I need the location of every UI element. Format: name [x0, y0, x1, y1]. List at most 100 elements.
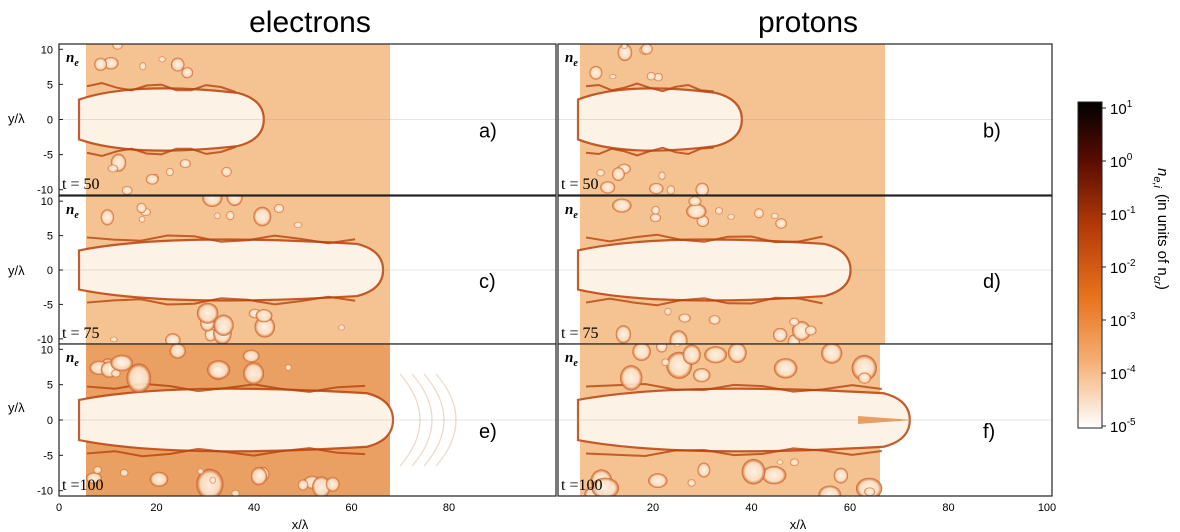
- density-bubble: [170, 57, 185, 72]
- ylabel-row-2: y/λ: [8, 263, 25, 278]
- density-bubble: [715, 207, 723, 215]
- colorbar-tick-label: 101: [1110, 99, 1133, 118]
- xtick-label: 60: [345, 502, 357, 514]
- xlabel-left: x/λ: [292, 517, 309, 532]
- density-bubble: [851, 354, 877, 382]
- ytick-label: 10: [41, 196, 53, 208]
- density-bubble: [338, 324, 345, 331]
- density-bubble: [596, 169, 605, 177]
- density-bubble: [226, 196, 243, 207]
- density-bubble: [858, 372, 871, 384]
- density-bubble: [792, 321, 811, 341]
- density-filament: [585, 82, 714, 93]
- time-label: t =100: [561, 477, 602, 494]
- colorbar-ticks: 101 100 10-1 10-2 10-3 10-4 10-5: [1102, 99, 1136, 436]
- density-bubble: [666, 185, 675, 195]
- colorbar-tick-label: 10-4: [1110, 364, 1136, 383]
- ytick-label: -5: [43, 150, 53, 162]
- column-title-electrons: electrons: [249, 6, 371, 39]
- time-label: t = 75: [62, 325, 99, 342]
- density-bubble: [649, 213, 662, 223]
- density-bubble: [226, 211, 235, 221]
- time-label: t = 75: [561, 325, 598, 342]
- xtick-label: 100: [1038, 502, 1056, 514]
- density-filament: [86, 81, 237, 94]
- density-bubble: [661, 358, 670, 367]
- density-bubble: [640, 44, 653, 55]
- panel-frame: [557, 343, 1053, 497]
- density-bubble: [864, 487, 876, 496]
- density-bubble: [110, 336, 118, 343]
- density-bubble: [818, 485, 842, 496]
- density-bubble: [231, 489, 240, 496]
- panel-frame: [557, 43, 1053, 196]
- density-bubble: [165, 333, 181, 344]
- density-label: ne: [565, 350, 578, 369]
- density-filament: [86, 145, 237, 158]
- density-bubble: [656, 344, 668, 353]
- ytick-label: 5: [47, 380, 53, 392]
- ytick-label: -10: [37, 185, 53, 197]
- density-bubble: [179, 159, 191, 169]
- ytick-label: 10: [41, 344, 53, 356]
- xtick-label: 60: [844, 502, 856, 514]
- density-bubble: [110, 354, 133, 372]
- density-bubble: [169, 344, 186, 359]
- density-bubble: [209, 476, 216, 484]
- density-bubble: [255, 309, 273, 323]
- density-bubble: [293, 221, 303, 228]
- density-label: ne: [66, 350, 79, 369]
- density-bubble: [100, 209, 115, 226]
- ylabel-row-3: y/λ: [8, 400, 25, 415]
- density-bubble: [136, 202, 147, 214]
- ytick-label: 0: [47, 415, 53, 427]
- xlabel-right: x/λ: [790, 517, 807, 532]
- density-bubble: [646, 72, 656, 81]
- density-bubble: [693, 368, 711, 383]
- ytick-label: -10: [37, 334, 53, 346]
- density-bubble: [145, 174, 159, 185]
- density-bubble: [325, 476, 340, 492]
- panel-d: ne t = 75 d): [557, 195, 1053, 345]
- density-bubble: [121, 186, 133, 195]
- density-bubble: [214, 212, 221, 220]
- density-bubble: [821, 344, 843, 364]
- ytick-label: 5: [47, 231, 53, 243]
- density-bubble: [94, 57, 107, 71]
- density-bubble: [771, 212, 779, 219]
- ytick-label: 5: [47, 79, 53, 91]
- density-bubble: [103, 57, 119, 70]
- column-title-protons: protons: [758, 6, 858, 39]
- density-bubble: [86, 472, 102, 484]
- density-bubble: [273, 204, 285, 213]
- density-bubble: [197, 468, 204, 475]
- xtick-label: 40: [745, 502, 757, 514]
- density-label: ne: [66, 50, 79, 69]
- panels-group: ne t = 50 a) 10 5 0 -5 -10 ne t = 50 b) ne t = 75 c) 1…: [37, 43, 1056, 514]
- density-bubble: [254, 316, 276, 338]
- panel-e: ne t =100 e) 10 5 0 -5 -10: [37, 343, 557, 498]
- density-bubble: [213, 314, 234, 336]
- density-bubble: [149, 471, 169, 487]
- density-bubble: [253, 206, 272, 227]
- xtick-label: 80: [942, 502, 954, 514]
- density-bubble: [651, 205, 660, 215]
- density-bubble: [139, 62, 147, 71]
- panel-a: ne t = 50 a) 10 5 0 -5 -10: [37, 43, 557, 197]
- density-bubble: [243, 362, 265, 385]
- density-label: ne: [565, 50, 578, 69]
- density-bubble: [609, 74, 617, 80]
- panel-letter: b): [983, 121, 1001, 143]
- density-bubble: [727, 214, 735, 220]
- panel-letter: a): [479, 121, 497, 143]
- ytick-label: -10: [37, 486, 53, 498]
- density-bubble: [695, 182, 709, 195]
- density-bubble: [196, 302, 219, 324]
- ytick-label: -5: [43, 299, 53, 311]
- panel-letter: c): [479, 271, 496, 293]
- density-bubble: [674, 344, 681, 347]
- density-bubble: [297, 479, 309, 491]
- density-bubble: [688, 196, 702, 207]
- density-bubble: [682, 344, 701, 365]
- ytick-label: -5: [43, 450, 53, 462]
